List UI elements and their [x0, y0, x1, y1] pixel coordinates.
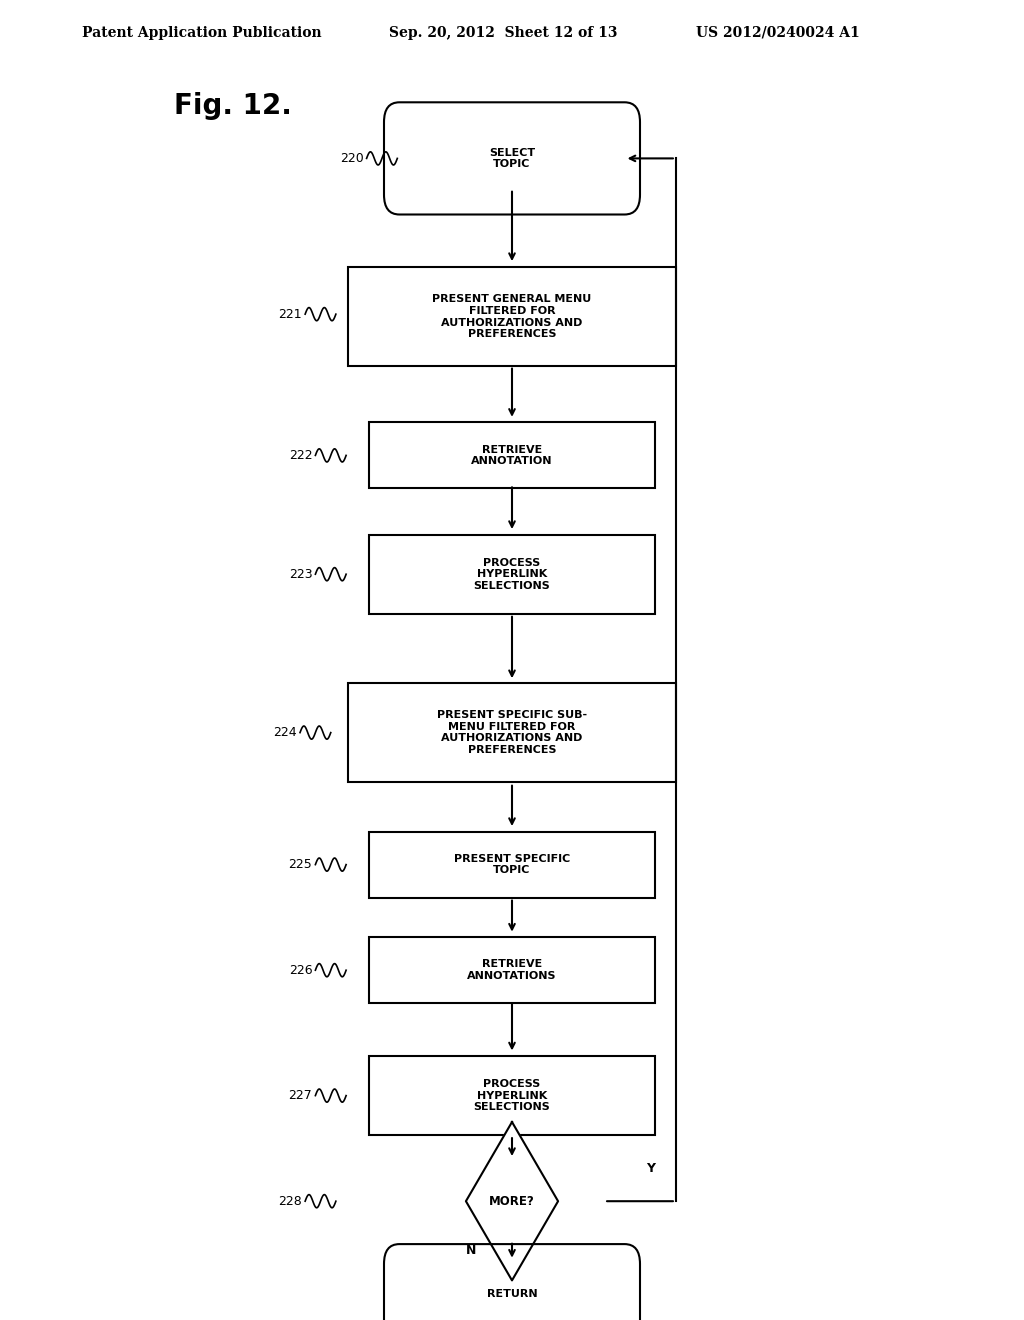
Text: 222: 222	[289, 449, 312, 462]
Text: RETURN: RETURN	[486, 1288, 538, 1299]
Polygon shape	[466, 1122, 558, 1280]
Text: N: N	[466, 1245, 476, 1257]
FancyBboxPatch shape	[369, 535, 655, 614]
FancyBboxPatch shape	[369, 422, 655, 488]
Text: MORE?: MORE?	[489, 1195, 535, 1208]
FancyBboxPatch shape	[384, 103, 640, 214]
Text: 223: 223	[289, 568, 312, 581]
Text: US 2012/0240024 A1: US 2012/0240024 A1	[696, 26, 860, 40]
FancyBboxPatch shape	[369, 1056, 655, 1135]
Text: PROCESS
HYPERLINK
SELECTIONS: PROCESS HYPERLINK SELECTIONS	[474, 557, 550, 591]
FancyBboxPatch shape	[369, 937, 655, 1003]
Text: 224: 224	[273, 726, 297, 739]
Text: PRESENT SPECIFIC
TOPIC: PRESENT SPECIFIC TOPIC	[454, 854, 570, 875]
Text: PROCESS
HYPERLINK
SELECTIONS: PROCESS HYPERLINK SELECTIONS	[474, 1078, 550, 1113]
Text: PRESENT GENERAL MENU
FILTERED FOR
AUTHORIZATIONS AND
PREFERENCES: PRESENT GENERAL MENU FILTERED FOR AUTHOR…	[432, 294, 592, 339]
Text: 226: 226	[289, 964, 312, 977]
Text: RETRIEVE
ANNOTATIONS: RETRIEVE ANNOTATIONS	[467, 960, 557, 981]
Text: SELECT
TOPIC: SELECT TOPIC	[488, 148, 536, 169]
Text: PRESENT SPECIFIC SUB-
MENU FILTERED FOR
AUTHORIZATIONS AND
PREFERENCES: PRESENT SPECIFIC SUB- MENU FILTERED FOR …	[437, 710, 587, 755]
Text: 228: 228	[279, 1195, 302, 1208]
FancyBboxPatch shape	[348, 267, 676, 366]
Text: 220: 220	[340, 152, 364, 165]
Text: 221: 221	[279, 308, 302, 321]
Text: 225: 225	[289, 858, 312, 871]
Text: RETRIEVE
ANNOTATION: RETRIEVE ANNOTATION	[471, 445, 553, 466]
Text: Y: Y	[646, 1162, 654, 1175]
FancyBboxPatch shape	[384, 1243, 640, 1320]
Text: 227: 227	[289, 1089, 312, 1102]
Text: Fig. 12.: Fig. 12.	[174, 91, 292, 120]
FancyBboxPatch shape	[369, 832, 655, 898]
Text: Sep. 20, 2012  Sheet 12 of 13: Sep. 20, 2012 Sheet 12 of 13	[389, 26, 617, 40]
FancyBboxPatch shape	[348, 682, 676, 781]
Text: Patent Application Publication: Patent Application Publication	[82, 26, 322, 40]
